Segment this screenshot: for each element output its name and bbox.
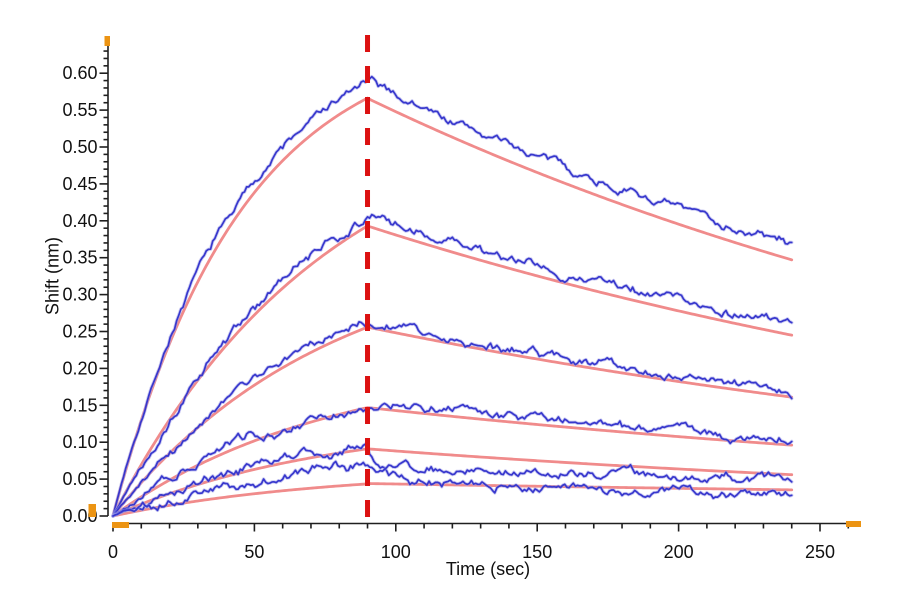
y-axis-top-end-marker: [104, 36, 110, 46]
x-axis-left-end-marker: [112, 522, 129, 528]
fit-trace-4: [111, 406, 794, 518]
y-axis-title: Shift (nm): [42, 236, 63, 316]
data-trace-1: [112, 75, 793, 517]
fit-trace-5: [111, 447, 794, 518]
fit-trace-1: [111, 96, 794, 518]
y-axis-bottom-end-marker: [88, 504, 96, 517]
fit-trace-2: [111, 224, 794, 518]
y-tick-label: 0.10: [62, 432, 97, 452]
x-tick-label: 0: [108, 542, 118, 562]
y-tick-label: 0.20: [62, 358, 97, 378]
y-tick-label: 0.30: [62, 285, 97, 305]
y-tick-label: 0.55: [62, 100, 97, 120]
x-tick-label: 50: [244, 542, 264, 562]
x-tick-label: 250: [805, 542, 835, 562]
fit-trace-3: [111, 325, 794, 518]
y-tick-label: 0.45: [62, 174, 97, 194]
data-trace-2: [112, 213, 793, 517]
data-trace-6: [112, 459, 793, 517]
data-trace-4: [112, 402, 793, 517]
y-tick-label: 0.25: [62, 322, 97, 342]
x-tick-label: 150: [522, 542, 552, 562]
y-tick-label: 0.35: [62, 248, 97, 268]
y-tick-label: 0.60: [62, 63, 97, 83]
x-axis-right-end-marker: [846, 521, 861, 527]
x-axis-title: Time (sec): [445, 559, 531, 579]
x-tick-label: 100: [381, 542, 411, 562]
y-tick-label: 0.40: [62, 211, 97, 231]
axes: [99, 46, 850, 532]
data-curves: [111, 74, 794, 518]
tick-labels: 0.000.050.100.150.200.250.300.350.400.45…: [62, 63, 835, 562]
axis-end-markers: [88, 36, 861, 528]
data-trace-5: [112, 443, 793, 517]
data-trace-3: [112, 320, 793, 517]
y-tick-label: 0.15: [62, 395, 97, 415]
y-tick-label: 0.50: [62, 137, 97, 157]
y-tick-label: 0.05: [62, 469, 97, 489]
x-tick-label: 200: [664, 542, 694, 562]
